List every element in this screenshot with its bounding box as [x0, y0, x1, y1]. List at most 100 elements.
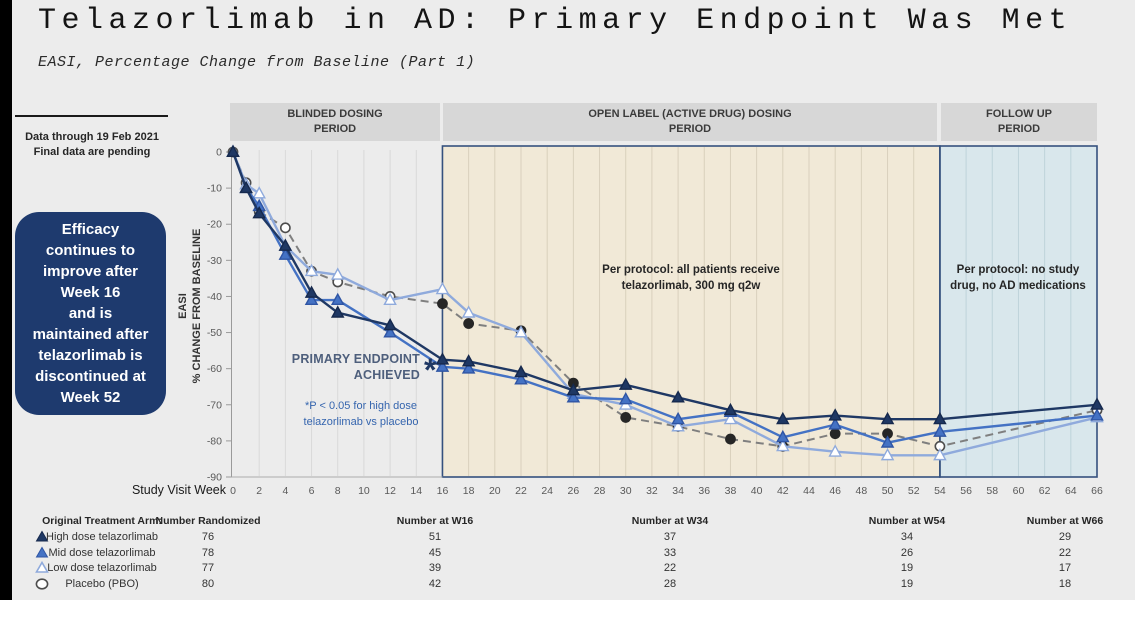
x-tick-label: 36: [698, 485, 710, 497]
data-point-triangle-icon: [304, 285, 319, 298]
data-point-triangle-icon: [514, 325, 528, 338]
data-point-triangle-icon: [304, 263, 319, 277]
data-point-circle-icon: [725, 433, 736, 445]
circle-open-icon: [35, 577, 50, 593]
data-point-circle-icon: [829, 428, 841, 440]
table-cell-value: 33: [663, 546, 677, 559]
x-tick-label: 22: [515, 485, 527, 497]
x-tick-label: 56: [960, 485, 972, 497]
data-point-triangle-icon: [880, 435, 895, 448]
table-header-arm: Original Treatment Arm:: [42, 515, 162, 527]
table-header: Number at W54: [868, 515, 946, 527]
pvalue-annotation: *P < 0.05 for high dose telazorlimab vs …: [303, 400, 419, 428]
x-tick-label: 4: [282, 485, 288, 497]
data-point-triangle-icon: [278, 247, 293, 260]
x-tick-label: 12: [384, 485, 396, 497]
data-point-triangle-icon: [435, 359, 450, 372]
x-tick-label: 14: [410, 485, 422, 497]
table-row-arm-label: Low dose telazorlimab: [47, 562, 157, 575]
data-point-triangle-icon: [618, 377, 633, 390]
page-title: Telazorlimab in AD: Primary Endpoint Was…: [38, 4, 1073, 38]
x-tick-label: 18: [463, 485, 475, 497]
data-point-triangle-icon: [514, 372, 528, 385]
bottom-white-strip: [0, 600, 1135, 619]
x-tick-label: 30: [620, 485, 632, 497]
data-point-triangle-icon: [933, 447, 947, 461]
x-tick-label: 26: [568, 485, 580, 497]
y-axis-title-easi: EASI: [177, 293, 189, 319]
table-header: Number at W66: [1026, 515, 1104, 527]
x-tick-label: 60: [1013, 485, 1025, 497]
period-header-blinded: BLINDED DOSING PERIOD: [230, 103, 440, 141]
table-cell-value: 37: [663, 531, 677, 543]
data-point-triangle-icon: [461, 361, 476, 374]
x-tick-label: 20: [489, 485, 501, 497]
y-tick-label: -80: [207, 435, 222, 447]
period-header-follow-up: FOLLOW UP PERIOD: [941, 103, 1097, 141]
table-cell-value: 22: [663, 562, 677, 575]
x-tick-label: 66: [1091, 485, 1103, 497]
x-tick-label: 16: [437, 485, 449, 497]
data-point-triangle-icon: [776, 438, 790, 452]
data-point-triangle-icon: [226, 144, 240, 157]
y-tick-label: -60: [207, 363, 222, 375]
page-subtitle: EASI, Percentage Change from Baseline (P…: [38, 54, 476, 71]
data-point-triangle-icon: [1090, 408, 1104, 421]
data-point-triangle-icon: [933, 424, 947, 437]
x-tick-label: 62: [1039, 485, 1051, 497]
data-point-triangle-icon: [880, 447, 895, 461]
data-point-triangle-icon: [671, 390, 685, 403]
data-point-triangle-icon: [618, 392, 633, 405]
data-point-triangle-icon: [252, 206, 266, 219]
table-cell-value: 51: [428, 531, 442, 543]
table-cell-value: 29: [1058, 531, 1072, 543]
table-cell-value: 76: [201, 531, 215, 543]
data-point-triangle-icon: [383, 292, 397, 306]
table-cell-value: 22: [1058, 546, 1072, 559]
y-tick-label: -40: [207, 291, 222, 303]
data-point-triangle-icon: [566, 390, 581, 403]
triangle-dark-icon: [35, 530, 50, 546]
data-point-circle-icon: [463, 318, 475, 329]
data-point-triangle-icon: [330, 292, 345, 306]
data-point-triangle-icon: [435, 281, 450, 295]
x-tick-label: 52: [908, 485, 920, 497]
data-point-triangle-icon: [723, 411, 738, 425]
y-tick-label: -30: [207, 255, 222, 267]
y-tick-label: 0: [216, 147, 222, 159]
data-point-triangle-icon: [304, 292, 319, 306]
x-tick-label: 58: [986, 485, 998, 497]
table-header: Number at W34: [631, 515, 709, 527]
data-point-triangle-icon: [828, 408, 842, 421]
data-point-triangle-icon: [828, 417, 842, 430]
x-axis-title: Study Visit Week: [132, 483, 227, 497]
table-cell-value: 78: [201, 546, 215, 559]
data-point-triangle-icon: [671, 419, 685, 432]
x-tick-label: 28: [594, 485, 606, 497]
data-point-triangle-icon: [933, 411, 947, 425]
x-tick-label: 0: [230, 485, 236, 497]
table-cell-value: 42: [428, 577, 442, 590]
efficacy-callout-box: Efficacy continues to improve after Week…: [15, 212, 166, 415]
y-tick-label: -50: [207, 327, 222, 339]
x-tick-label: 54: [934, 485, 946, 497]
triangle-open-icon: [35, 561, 50, 577]
data-point-triangle-icon: [671, 411, 685, 425]
data-point-triangle-icon: [252, 186, 266, 199]
table-cell-value: 19: [900, 562, 914, 575]
table-row-arm-label: Mid dose telazorlimab: [48, 546, 156, 559]
y-tick-label: -10: [207, 183, 222, 195]
data-point-triangle-icon: [880, 411, 895, 425]
y-axis-title-pct-change: % CHANGE FROM BASELINE: [191, 229, 203, 384]
left-black-strip: [0, 0, 12, 600]
table-cell-value: 39: [428, 562, 442, 575]
table-cell-value: 17: [1058, 562, 1072, 575]
data-point-circle-icon: [437, 298, 448, 310]
x-tick-label: 2: [256, 485, 262, 497]
open-label-protocol-note: Per protocol: all patients receive telaz…: [602, 264, 780, 292]
table-row-arm-label: High dose telazorlimab: [46, 531, 158, 543]
x-tick-label: 6: [309, 485, 315, 497]
table-header: Number Randomized: [155, 515, 261, 527]
follow-up-protocol-note: Per protocol: no study drug, no AD medic…: [950, 264, 1086, 292]
table-cell-value: 34: [900, 531, 914, 543]
